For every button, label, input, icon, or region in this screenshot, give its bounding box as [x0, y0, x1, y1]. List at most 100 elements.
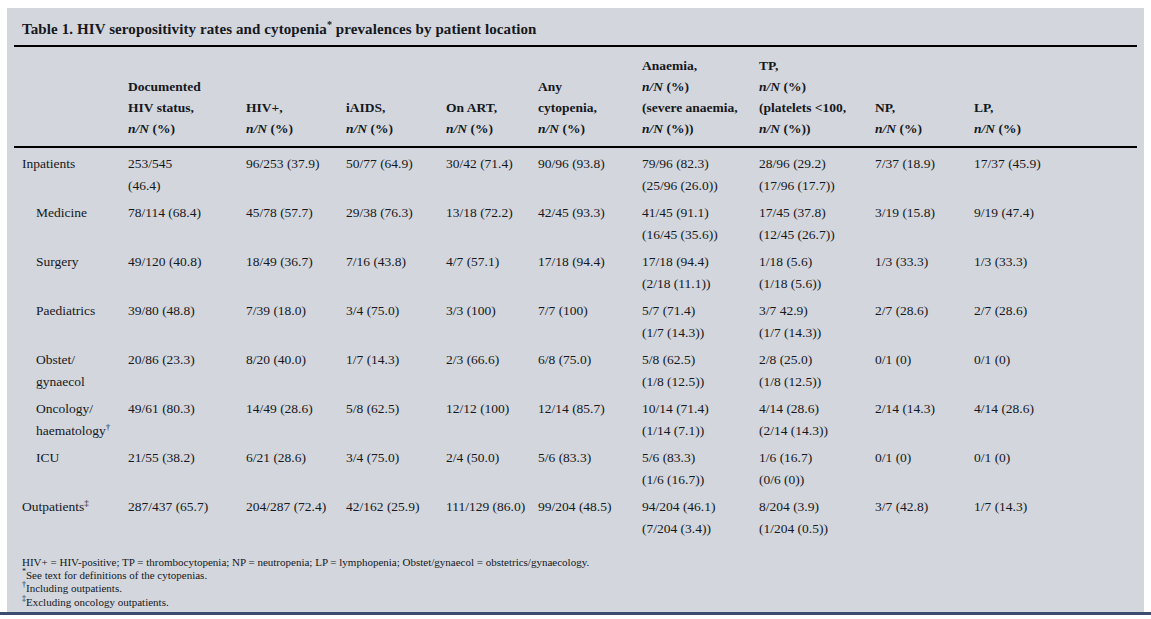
table-cell-line: 3/19 (15.8): [875, 202, 964, 224]
table-cell-line: 3/7 42.9): [759, 300, 865, 322]
table-cell-line: 49/61 (80.3): [128, 398, 236, 420]
table-cell-line: (1/14 (7.1)): [642, 420, 749, 442]
table-cell: 1/3 (33.3): [867, 246, 966, 295]
table-cell: 204/287 (72.4): [238, 491, 338, 540]
column-header-line: n/N (%): [642, 76, 749, 97]
column-header-line: n/N (%): [128, 118, 236, 139]
table-cell-line: (12/45 (26.7)): [759, 224, 865, 246]
table-title: Table 1. HIV seropositivity rates and cy…: [14, 8, 1137, 47]
table-cell-line: (25/96 (26.0)): [642, 175, 749, 197]
table-cell-line: 17/37 (45.9): [974, 153, 1135, 175]
table-cell-line: (7/204 (3.4)): [642, 518, 749, 540]
table-cell: 3/7 (42.8): [867, 491, 966, 540]
table-cell: 0/1 (0): [867, 344, 966, 393]
column-header-line: Documented: [128, 76, 236, 97]
table-cell-line: 9/19 (47.4): [974, 202, 1135, 224]
table-cell-line: (1/204 (0.5)): [759, 518, 865, 540]
column-header-line: Any: [538, 76, 632, 97]
table-cell: 4/14 (28.6)(2/14 (14.3)): [751, 393, 867, 442]
table-cell-line: 0/1 (0): [875, 349, 964, 371]
table-cell: 17/45 (37.8)(12/45 (26.7)): [751, 197, 867, 246]
table-cell-line: 96/253 (37.9): [246, 153, 336, 175]
table-cell: 0/1 (0): [867, 442, 966, 491]
column-header-line: n/N (%): [346, 118, 436, 139]
table-cell: 2/8 (25.0)(1/8 (12.5)): [751, 344, 867, 393]
table-cell: 0/1 (0): [966, 442, 1137, 491]
table-cell-line: 2/7 (28.6): [875, 300, 964, 322]
column-header-line: TP,: [759, 55, 865, 76]
table-cell-line: 5/7 (71.4): [642, 300, 749, 322]
column-header-line: n/N (%): [875, 118, 964, 139]
table-cell-line: 2/3 (66.6): [446, 349, 528, 371]
row-label-line: Inpatients: [22, 153, 118, 175]
column-header-line: On ART,: [446, 97, 528, 118]
table-cell-line: 6/8 (75.0): [538, 349, 632, 371]
table-cell: 17/18 (94.4): [530, 246, 634, 295]
column-header-line: (platelets <100,: [759, 97, 865, 118]
column-header-line: n/N (%)): [642, 118, 749, 139]
column-header: [14, 47, 120, 147]
table-cell-line: 7/39 (18.0): [246, 300, 336, 322]
table-cell-line: (1/8 (12.5)): [759, 371, 865, 393]
table-cell-line: 90/96 (93.8): [538, 153, 632, 175]
table-cell-line: 39/80 (48.8): [128, 300, 236, 322]
table-cell: 30/42 (71.4): [438, 147, 530, 197]
table-cell-line: 29/38 (76.3): [346, 202, 436, 224]
footnote-marker: †: [106, 422, 111, 432]
column-header-line: NP,: [875, 97, 964, 118]
table-cell-line: 3/4 (75.0): [346, 447, 436, 469]
row-label: Medicine: [14, 197, 120, 246]
table-panel: Table 1. HIV seropositivity rates and cy…: [7, 8, 1144, 612]
table-cell: 0/1 (0): [966, 344, 1137, 393]
table-cell-line: (16/45 (35.6)): [642, 224, 749, 246]
table-cell-line: 3/4 (75.0): [346, 300, 436, 322]
table-cell: 17/37 (45.9): [966, 147, 1137, 197]
table-cell: 42/45 (93.3): [530, 197, 634, 246]
table-cell-line: 30/42 (71.4): [446, 153, 528, 175]
table-row: ICU21/55 (38.2)6/21 (28.6)3/4 (75.0)2/4 …: [14, 442, 1137, 491]
table-cell-line: 17/18 (94.4): [538, 251, 632, 273]
row-label: Paediatrics: [14, 295, 120, 344]
table-cell: 5/6 (83.3)(1/6 (16.7)): [634, 442, 751, 491]
row-label-line: gynaecol: [36, 371, 118, 393]
row-label: Obstet/gynaecol: [14, 344, 120, 393]
table-row: Paediatrics 39/80 (48.8) 7/39 (18.0) 3/4 (7…: [14, 295, 1137, 344]
table-cell-line: 1/18 (5.6): [759, 251, 865, 273]
column-header: Anaemia,n/N (%)(severe anaemia,n/N (%)): [634, 47, 751, 147]
table-cell-line: 7/16 (43.8): [346, 251, 436, 273]
table-cell: 28/96 (29.2)(17/96 (17.7)): [751, 147, 867, 197]
table-cell: 12/14 (85.7): [530, 393, 634, 442]
table-cell-line: 17/18 (94.4): [642, 251, 749, 273]
row-label: Oncology/haematology†: [14, 393, 120, 442]
table-cell-line: 0/1 (0): [974, 447, 1135, 469]
footnote: ‡Excluding oncology outpatients.: [22, 596, 1129, 609]
table-cell: 5/7 (71.4)(1/7 (14.3)): [634, 295, 751, 344]
table-cell-line: 8/204 (3.9): [759, 496, 865, 518]
table-cell-line: (1/7 (14.3)): [642, 322, 749, 344]
row-label: Outpatients‡: [14, 491, 120, 540]
table-cell-line: 0/1 (0): [974, 349, 1135, 371]
row-label-line: Surgery: [36, 251, 118, 273]
table-cell: 14/49 (28.6): [238, 393, 338, 442]
table-cell-line: 5/8 (62.5): [346, 398, 436, 420]
table-cell: 1/7 (14.3): [338, 344, 438, 393]
table-cell: 96/253 (37.9): [238, 147, 338, 197]
table-cell-line: 2/4 (50.0): [446, 447, 528, 469]
table-cell: 3/4 (75.0): [338, 295, 438, 344]
column-header-line: LP,: [974, 97, 1135, 118]
data-table: DocumentedHIV status,n/N (%)HIV+,n/N (%)…: [14, 47, 1137, 540]
footnotes: HIV+ = HIV-positive; TP = thrombocytopen…: [22, 556, 1129, 609]
table-cell-line: 41/45 (91.1): [642, 202, 749, 224]
footnote-marker: ‡: [84, 498, 89, 508]
row-label-line: haematology†: [36, 420, 118, 442]
column-header-line: n/N (%): [538, 118, 632, 139]
column-header-line: HIV+,: [246, 97, 336, 118]
table-cell-line: 1/7 (14.3): [974, 496, 1135, 518]
table-cell-line: 204/287 (72.4): [246, 496, 336, 518]
column-header-line: Anaemia,: [642, 55, 749, 76]
table-cell: 18/49 (36.7): [238, 246, 338, 295]
table-cell: 13/18 (72.2): [438, 197, 530, 246]
table-cell-line: 3/7 (42.8): [875, 496, 964, 518]
table-cell: 4/14 (28.6): [966, 393, 1137, 442]
column-header-line: cytopenia,: [538, 97, 632, 118]
